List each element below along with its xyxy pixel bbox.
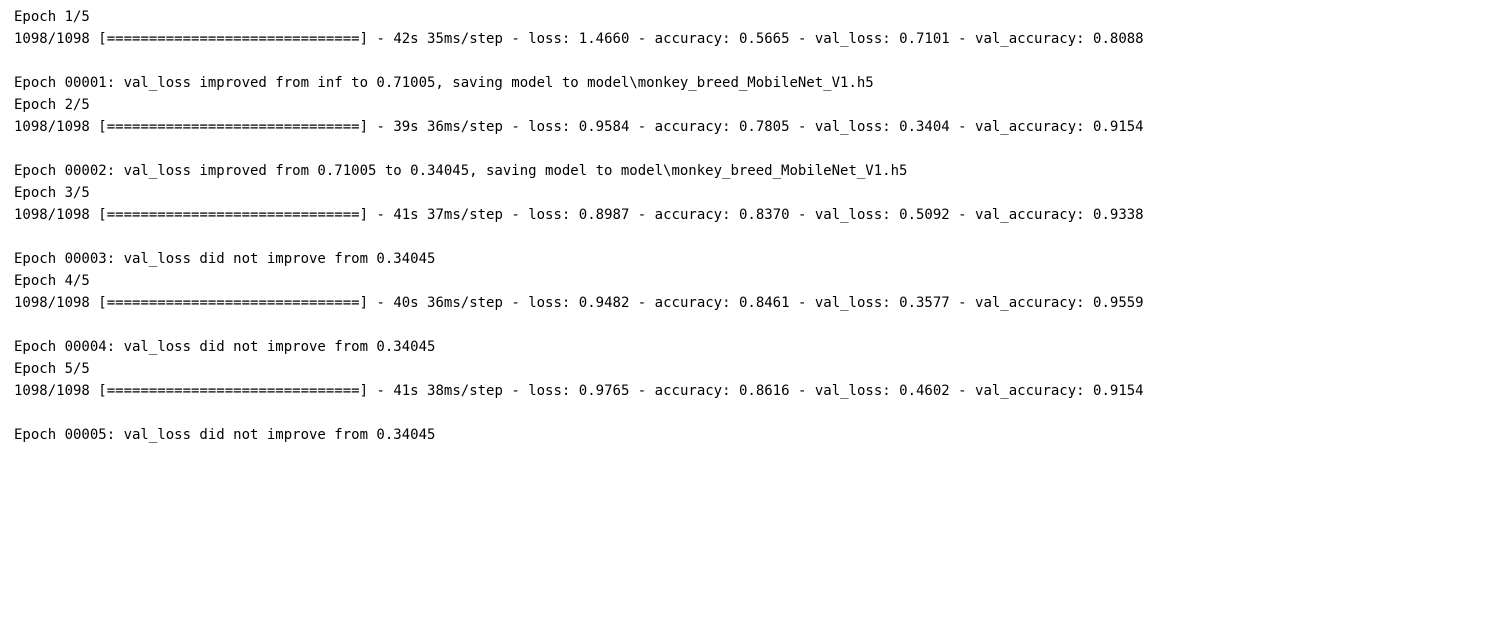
epoch-header: Epoch 5/5 (14, 361, 90, 377)
metric-sep: - (629, 207, 654, 223)
epoch-time: 42s (393, 31, 418, 47)
checkpoint-line: Epoch 00003: val_loss did not improve fr… (14, 251, 435, 267)
accuracy-value: 0.8370 (739, 207, 790, 223)
loss-value: 0.9584 (579, 119, 630, 135)
val-loss-label: val_loss: (815, 295, 891, 311)
step-counter: 1098/1098 (14, 207, 90, 223)
accuracy-label: accuracy: (655, 207, 731, 223)
metric-sep: - (503, 207, 528, 223)
loss-value: 0.8987 (579, 207, 630, 223)
loss-label: loss: (528, 295, 570, 311)
loss-label: loss: (528, 119, 570, 135)
ms-per-step: 36ms/step (427, 295, 503, 311)
ms-per-step: 36ms/step (427, 119, 503, 135)
metric-sep: - (629, 31, 654, 47)
ms-per-step: 38ms/step (427, 383, 503, 399)
loss-value: 0.9482 (579, 295, 630, 311)
accuracy-label: accuracy: (655, 31, 731, 47)
val-accuracy-value: 0.9559 (1093, 295, 1144, 311)
accuracy-label: accuracy: (655, 119, 731, 135)
epoch-header: Epoch 1/5 (14, 9, 90, 25)
metric-sep: - (790, 295, 815, 311)
val-accuracy-value: 0.9154 (1093, 119, 1144, 135)
metric-sep: - (790, 207, 815, 223)
loss-label: loss: (528, 31, 570, 47)
metric-sep: - (368, 295, 393, 311)
progress-bar: [==============================] (98, 383, 368, 399)
metric-sep: - (950, 295, 975, 311)
val-accuracy-value: 0.8088 (1093, 31, 1144, 47)
ms-per-step: 37ms/step (427, 207, 503, 223)
metric-sep: - (503, 295, 528, 311)
metric-sep: - (629, 119, 654, 135)
epoch-header: Epoch 4/5 (14, 273, 90, 289)
checkpoint-line: Epoch 00002: val_loss improved from 0.71… (14, 163, 907, 179)
val-accuracy-label: val_accuracy: (975, 119, 1085, 135)
progress-bar: [==============================] (98, 207, 368, 223)
metric-sep: - (503, 383, 528, 399)
metric-sep: - (368, 31, 393, 47)
epoch-time: 39s (393, 119, 418, 135)
loss-label: loss: (528, 207, 570, 223)
metric-sep: - (950, 119, 975, 135)
val-accuracy-label: val_accuracy: (975, 31, 1085, 47)
val-accuracy-label: val_accuracy: (975, 295, 1085, 311)
metric-sep: - (790, 31, 815, 47)
val-loss-value: 0.7101 (899, 31, 950, 47)
val-loss-label: val_loss: (815, 31, 891, 47)
epoch-header: Epoch 2/5 (14, 97, 90, 113)
checkpoint-line: Epoch 00005: val_loss did not improve fr… (14, 427, 435, 443)
accuracy-label: accuracy: (655, 295, 731, 311)
progress-bar: [==============================] (98, 119, 368, 135)
metric-sep: - (790, 383, 815, 399)
loss-label: loss: (528, 383, 570, 399)
ms-per-step: 35ms/step (427, 31, 503, 47)
metric-sep: - (629, 295, 654, 311)
val-loss-label: val_loss: (815, 207, 891, 223)
val-loss-value: 0.3577 (899, 295, 950, 311)
epoch-time: 41s (393, 207, 418, 223)
metric-sep: - (368, 207, 393, 223)
metric-sep: - (790, 119, 815, 135)
progress-bar: [==============================] (98, 295, 368, 311)
val-accuracy-label: val_accuracy: (975, 207, 1085, 223)
metric-sep: - (629, 383, 654, 399)
val-loss-label: val_loss: (815, 119, 891, 135)
checkpoint-line: Epoch 00004: val_loss did not improve fr… (14, 339, 435, 355)
metric-sep: - (503, 31, 528, 47)
val-loss-value: 0.4602 (899, 383, 950, 399)
val-loss-value: 0.3404 (899, 119, 950, 135)
step-counter: 1098/1098 (14, 295, 90, 311)
progress-bar: [==============================] (98, 31, 368, 47)
step-counter: 1098/1098 (14, 383, 90, 399)
loss-value: 0.9765 (579, 383, 630, 399)
val-accuracy-value: 0.9338 (1093, 207, 1144, 223)
accuracy-value: 0.5665 (739, 31, 790, 47)
epoch-header: Epoch 3/5 (14, 185, 90, 201)
metric-sep: - (368, 119, 393, 135)
step-counter: 1098/1098 (14, 31, 90, 47)
accuracy-value: 0.8616 (739, 383, 790, 399)
accuracy-value: 0.7805 (739, 119, 790, 135)
val-accuracy-value: 0.9154 (1093, 383, 1144, 399)
loss-value: 1.4660 (579, 31, 630, 47)
metric-sep: - (950, 383, 975, 399)
metric-sep: - (950, 31, 975, 47)
step-counter: 1098/1098 (14, 119, 90, 135)
accuracy-value: 0.8461 (739, 295, 790, 311)
training-log: Epoch 1/5 1098/1098 [===================… (0, 0, 1498, 460)
metric-sep: - (503, 119, 528, 135)
val-accuracy-label: val_accuracy: (975, 383, 1085, 399)
epoch-time: 41s (393, 383, 418, 399)
metric-sep: - (950, 207, 975, 223)
epoch-time: 40s (393, 295, 418, 311)
metric-sep: - (368, 383, 393, 399)
accuracy-label: accuracy: (655, 383, 731, 399)
checkpoint-line: Epoch 00001: val_loss improved from inf … (14, 75, 874, 91)
val-loss-value: 0.5092 (899, 207, 950, 223)
val-loss-label: val_loss: (815, 383, 891, 399)
